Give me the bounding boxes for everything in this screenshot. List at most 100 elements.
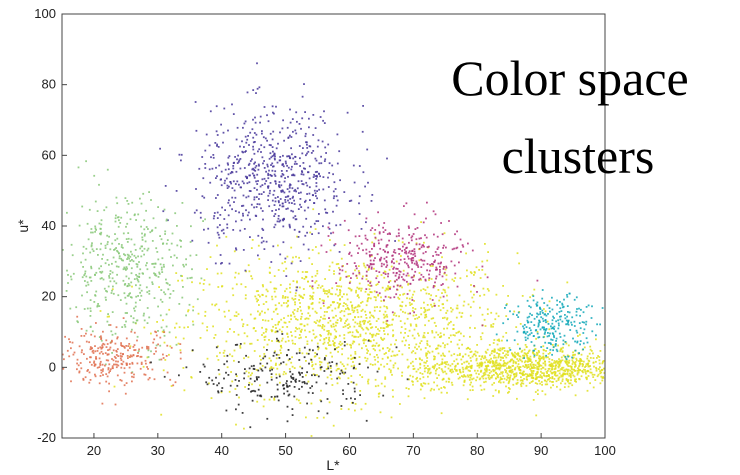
scatter-point-series-4 (125, 320, 127, 323)
scatter-point-series-0 (349, 331, 351, 334)
scatter-point-series-1 (318, 213, 320, 215)
scatter-point-series-4 (98, 222, 101, 225)
scatter-point-series-0 (488, 374, 491, 377)
scatter-point-series-0 (279, 284, 282, 286)
scatter-point-series-6 (248, 367, 251, 370)
scatter-point-series-1 (274, 170, 277, 173)
scatter-point-series-0 (343, 334, 346, 336)
scatter-point-series-3 (591, 330, 594, 333)
scatter-point-series-0 (392, 329, 394, 332)
scatter-point-series-0 (451, 278, 454, 281)
scatter-point-series-0 (266, 290, 269, 293)
scatter-point-series-1 (293, 199, 295, 202)
scatter-point-series-0 (479, 306, 481, 309)
scatter-point-series-5 (144, 373, 147, 376)
scatter-point-series-0 (355, 335, 357, 338)
scatter-point-series-0 (392, 334, 395, 336)
scatter-point-series-0 (484, 373, 487, 376)
scatter-point-series-0 (428, 345, 431, 348)
scatter-point-series-4 (140, 225, 142, 228)
scatter-point-series-1 (242, 126, 244, 129)
scatter-point-series-0 (287, 335, 289, 338)
scatter-point-series-2 (378, 271, 381, 273)
scatter-point-series-0 (286, 332, 289, 335)
scatter-point-series-1 (346, 111, 349, 114)
scatter-point-series-0 (484, 273, 487, 276)
scatter-point-series-1 (269, 182, 272, 184)
scatter-point-series-1 (331, 164, 334, 167)
scatter-point-series-0 (470, 272, 473, 275)
scatter-point-series-0 (386, 307, 389, 310)
scatter-point-series-0 (553, 374, 556, 376)
scatter-point-series-3 (527, 334, 530, 337)
scatter-point-series-4 (154, 226, 157, 229)
scatter-point-series-0 (387, 356, 389, 359)
scatter-point-series-0 (311, 286, 313, 289)
scatter-point-series-0 (404, 344, 406, 347)
scatter-point-series-0 (346, 324, 349, 326)
scatter-point-series-0 (508, 365, 510, 368)
scatter-point-series-3 (529, 333, 531, 336)
scatter-point-series-0 (448, 350, 451, 353)
scatter-point-series-2 (398, 253, 401, 255)
scatter-point-series-4 (82, 245, 85, 248)
scatter-point-series-5 (159, 336, 162, 339)
scatter-point-series-0 (424, 382, 427, 385)
scatter-point-series-1 (260, 193, 263, 195)
scatter-point-series-0 (274, 304, 277, 307)
scatter-point-series-0 (263, 398, 266, 401)
scatter-point-series-0 (516, 397, 518, 400)
scatter-point-series-3 (547, 313, 549, 315)
scatter-point-series-0 (273, 398, 276, 401)
scatter-point-series-0 (278, 302, 280, 305)
scatter-point-series-0 (216, 244, 218, 247)
scatter-point-series-0 (365, 304, 368, 307)
scatter-point-series-5 (109, 370, 111, 372)
scatter-point-series-0 (295, 318, 297, 320)
scatter-point-series-5 (106, 353, 109, 356)
scatter-point-series-3 (541, 317, 544, 320)
scatter-point-series-0 (350, 344, 352, 347)
scatter-point-series-4 (137, 255, 139, 258)
scatter-point-series-0 (293, 367, 296, 369)
scatter-point-series-0 (177, 279, 179, 282)
scatter-point-series-2 (395, 235, 398, 238)
scatter-point-series-0 (535, 414, 538, 417)
scatter-point-series-5 (125, 345, 128, 347)
scatter-point-series-0 (361, 320, 364, 323)
scatter-point-series-4 (81, 276, 84, 279)
scatter-point-series-0 (481, 363, 484, 366)
scatter-point-series-1 (252, 136, 255, 139)
scatter-point-series-0 (359, 390, 362, 392)
scatter-point-series-0 (291, 334, 293, 337)
scatter-point-series-3 (543, 302, 546, 304)
scatter-point-series-6 (339, 372, 341, 375)
scatter-point-series-2 (393, 296, 396, 299)
scatter-point-series-0 (417, 332, 419, 335)
scatter-point-series-0 (445, 278, 448, 281)
scatter-point-series-0 (579, 333, 581, 336)
scatter-point-series-0 (289, 291, 292, 294)
scatter-point-series-0 (304, 318, 307, 320)
scatter-point-series-0 (202, 289, 205, 291)
scatter-point-series-3 (550, 327, 553, 330)
scatter-point-series-0 (305, 374, 307, 377)
scatter-point-series-0 (475, 359, 478, 362)
scatter-point-series-2 (408, 234, 411, 236)
scatter-point-series-0 (255, 369, 258, 371)
scatter-point-series-0 (269, 281, 272, 284)
scatter-point-series-0 (312, 208, 315, 211)
scatter-point-series-0 (480, 361, 483, 364)
scatter-point-series-5 (144, 359, 147, 362)
scatter-point-series-0 (292, 298, 295, 301)
scatter-point-series-6 (236, 384, 239, 387)
scatter-point-series-4 (117, 294, 120, 297)
scatter-point-series-2 (328, 317, 330, 319)
scatter-point-series-1 (219, 224, 221, 226)
scatter-point-series-3 (516, 330, 519, 333)
scatter-point-series-0 (265, 288, 268, 291)
scatter-point-series-4 (163, 265, 165, 268)
scatter-point-series-0 (518, 358, 521, 361)
scatter-point-series-0 (470, 290, 472, 293)
scatter-point-series-1 (295, 190, 297, 193)
